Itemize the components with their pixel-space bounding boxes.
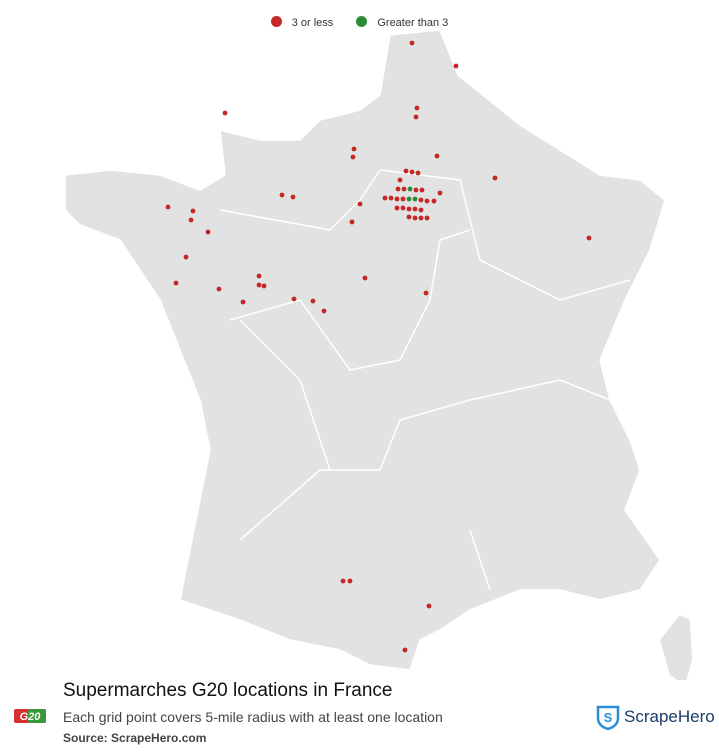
location-point xyxy=(340,578,346,584)
location-point xyxy=(347,578,353,584)
location-point xyxy=(409,40,415,46)
location-point xyxy=(256,273,262,279)
location-point xyxy=(395,186,401,192)
location-point xyxy=(256,282,262,288)
location-point xyxy=(397,177,403,183)
location-point xyxy=(400,196,406,202)
location-point xyxy=(173,280,179,286)
france xyxy=(64,29,666,671)
location-point xyxy=(424,198,430,204)
legend-swatch xyxy=(270,16,282,27)
legend-item: Greater than 3 xyxy=(356,16,448,29)
source: Source: ScrapeHero.com xyxy=(63,731,207,745)
location-point xyxy=(418,207,424,213)
location-point xyxy=(423,290,429,296)
location-point xyxy=(424,215,430,221)
location-point xyxy=(291,296,297,302)
location-point xyxy=(351,146,357,152)
location-point xyxy=(310,298,316,304)
location-point xyxy=(401,186,407,192)
brand-name: ScrapeHero xyxy=(624,707,715,726)
location-point xyxy=(412,215,418,221)
location-point xyxy=(205,229,211,235)
location-point xyxy=(409,169,415,175)
location-point xyxy=(413,114,419,120)
location-point xyxy=(492,175,498,181)
location-point xyxy=(402,647,408,653)
brand-icon: S xyxy=(596,705,620,730)
location-point xyxy=(431,198,437,204)
location-point xyxy=(183,254,189,260)
location-point xyxy=(418,197,424,203)
legend-label: 3 or less xyxy=(291,17,334,29)
location-point xyxy=(188,217,194,223)
logo-text: G20 xyxy=(20,711,42,723)
location-point xyxy=(407,186,413,192)
location-point xyxy=(290,194,296,200)
location-point xyxy=(362,275,368,281)
region-borders xyxy=(219,169,631,591)
location-point xyxy=(419,187,425,193)
location-point xyxy=(216,286,222,292)
location-point xyxy=(453,63,459,69)
location-point xyxy=(350,154,356,160)
location-point xyxy=(190,208,196,214)
location-point xyxy=(321,308,327,314)
location-point xyxy=(437,190,443,196)
location-point xyxy=(426,603,432,609)
location-point xyxy=(349,219,355,225)
legend-label: Greater than 3 xyxy=(377,17,449,29)
location-point xyxy=(413,187,419,193)
legend-swatch xyxy=(356,16,368,27)
location-point xyxy=(415,170,421,176)
legend: 3 or less Greater than 3 xyxy=(0,16,719,29)
location-point xyxy=(222,110,228,116)
location-point xyxy=(434,153,440,159)
location-point xyxy=(165,204,171,210)
legend-item: 3 or less xyxy=(270,16,334,29)
location-point xyxy=(412,196,418,202)
location-point xyxy=(240,299,246,305)
brand: S ScrapeHero xyxy=(596,704,715,730)
location-point xyxy=(403,168,409,174)
logo: G20 xyxy=(14,709,46,723)
corsica xyxy=(660,615,692,680)
svg-text:S: S xyxy=(604,710,613,725)
location-point xyxy=(586,235,592,241)
location-point xyxy=(412,206,418,212)
location-point xyxy=(400,205,406,211)
subtitle: Each grid point covers 5-mile radius wit… xyxy=(63,709,443,725)
location-point xyxy=(406,214,412,220)
location-point xyxy=(261,283,267,289)
location-point xyxy=(388,195,394,201)
location-point xyxy=(406,206,412,212)
location-point xyxy=(418,215,424,221)
location-point xyxy=(394,196,400,202)
location-point xyxy=(357,201,363,207)
map xyxy=(64,29,692,680)
location-point xyxy=(382,195,388,201)
location-points xyxy=(165,40,592,653)
location-point xyxy=(414,105,420,111)
location-point xyxy=(279,192,285,198)
location-point xyxy=(406,196,412,202)
location-point xyxy=(394,205,400,211)
title: Supermarches G20 locations in France xyxy=(63,680,393,701)
